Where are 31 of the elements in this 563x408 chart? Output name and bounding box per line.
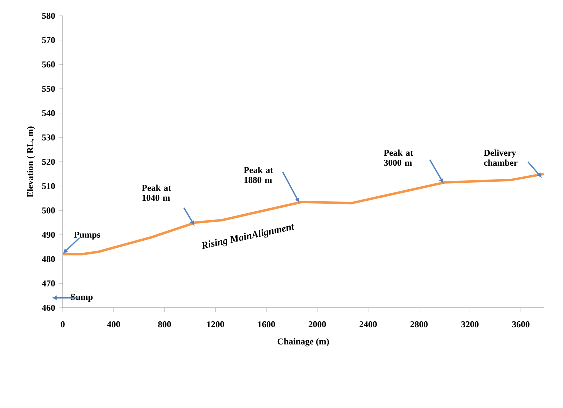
annotation: Delivery chamber bbox=[484, 150, 518, 166]
x-tick-label: 0 bbox=[61, 322, 65, 328]
annotation: Peak at 1040 m bbox=[142, 184, 172, 202]
y-tick-label: 550 bbox=[42, 86, 56, 92]
y-tick-label: 530 bbox=[42, 134, 56, 141]
y-axis-title: Elevation ( RL, m) bbox=[27, 126, 36, 198]
y-tick-label: 580 bbox=[42, 12, 56, 20]
x-tick-label: 3200 bbox=[462, 322, 479, 328]
x-tick-label: 2800 bbox=[410, 322, 428, 328]
annotation: Peak at 3000 m bbox=[384, 150, 414, 166]
annotation: Peak at 1880 m bbox=[244, 167, 274, 184]
x-tick-label: 2400 bbox=[360, 322, 378, 328]
y-tick-label: 560 bbox=[42, 62, 56, 68]
x-axis-title: Chainage (m) bbox=[278, 338, 330, 347]
y-tick-label: 460 bbox=[42, 304, 56, 312]
y-tick-label: 470 bbox=[42, 280, 56, 287]
y-tick-label: 500 bbox=[42, 208, 56, 214]
line-series bbox=[62, 172, 546, 256]
y-tick-label: 570 bbox=[42, 37, 56, 44]
y-tick-label: 510 bbox=[42, 183, 56, 190]
y-tick-label: 540 bbox=[42, 110, 56, 116]
x-tick-label: 1200 bbox=[207, 322, 224, 328]
x-tick-label: 400 bbox=[107, 322, 120, 328]
x-tick-label: 3600 bbox=[512, 322, 530, 328]
y-tick-label: 490 bbox=[42, 232, 56, 238]
y-tick-label: 480 bbox=[42, 256, 56, 262]
x-tick-label: 1600 bbox=[258, 322, 276, 328]
y-tick-label: 520 bbox=[42, 158, 56, 166]
annotation: Pumps bbox=[74, 232, 100, 240]
x-tick-label: 2000 bbox=[308, 322, 326, 328]
x-tick-label: 800 bbox=[158, 322, 172, 328]
